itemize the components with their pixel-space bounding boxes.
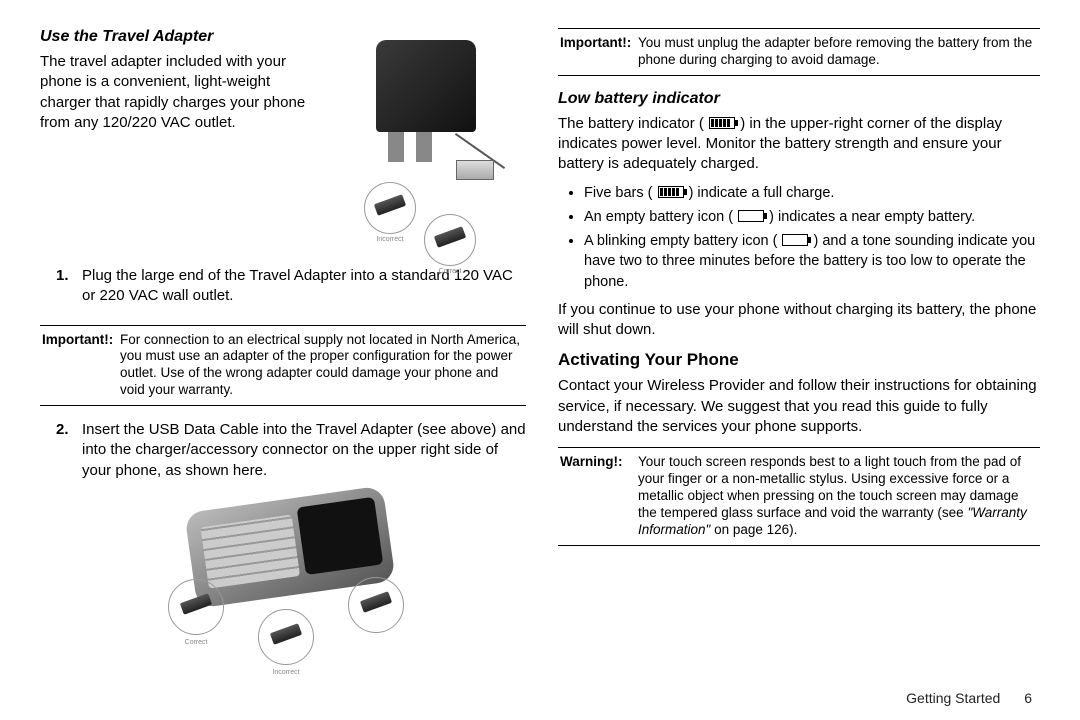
phone-keyboard-icon xyxy=(200,514,300,588)
callout-ring-correct: Correct xyxy=(424,214,476,266)
callout-label: Incorrect xyxy=(365,236,415,243)
manual-page: Use the Travel Adapter Incorrect Correct… xyxy=(40,28,1040,668)
callout-ring-correct: Correct xyxy=(168,579,224,635)
usb-plug-icon xyxy=(456,160,494,180)
text-fragment: The battery indicator ( xyxy=(558,115,704,132)
step-2: 2. Insert the USB Data Cable into the Tr… xyxy=(56,420,526,481)
note-label: Important!: xyxy=(42,332,120,400)
important-note: Important!: For connection to an electri… xyxy=(40,325,526,407)
step-text: Insert the USB Data Cable into the Trave… xyxy=(82,420,526,481)
left-column: Use the Travel Adapter Incorrect Correct… xyxy=(40,28,526,668)
text-fragment: on page 126). xyxy=(710,522,797,537)
low-battery-paragraph-2: If you continue to use your phone withou… xyxy=(558,300,1040,341)
connector-icon xyxy=(374,194,406,216)
battery-full-icon xyxy=(658,186,684,198)
battery-full-icon xyxy=(709,117,735,129)
step-number: 1. xyxy=(56,266,82,307)
adapter-body-icon xyxy=(376,40,476,132)
page-number: 6 xyxy=(1024,690,1032,706)
page-footer: Getting Started 6 xyxy=(906,690,1032,706)
callout-ring-incorrect: Incorrect xyxy=(258,609,314,665)
battery-empty-icon xyxy=(782,234,808,246)
list-item: A blinking empty battery icon ( ) and a … xyxy=(584,231,1040,292)
text-fragment: Your touch screen responds best to a lig… xyxy=(638,454,1021,520)
callout-ring-incorrect: Incorrect xyxy=(364,182,416,234)
callout-label: Correct xyxy=(169,639,223,646)
warning-note: Warning!: Your touch screen responds bes… xyxy=(558,447,1040,545)
intro-block: Incorrect Correct The travel adapter inc… xyxy=(40,52,526,307)
right-column: Important!: You must unplug the adapter … xyxy=(558,28,1040,668)
heading-low-battery: Low battery indicator xyxy=(558,90,1040,108)
list-item: Five bars ( ) indicate a full charge. xyxy=(584,183,1040,203)
note-label: Warning!: xyxy=(560,454,638,538)
important-note: Important!: You must unplug the adapter … xyxy=(558,28,1040,76)
callout-ring xyxy=(348,577,404,633)
note-text: For connection to an electrical supply n… xyxy=(120,332,524,400)
note-label: Important!: xyxy=(560,35,638,69)
battery-empty-icon xyxy=(738,210,764,222)
text-fragment: ) indicates a near empty battery. xyxy=(769,209,975,225)
battery-bullet-list: Five bars ( ) indicate a full charge. An… xyxy=(568,183,1040,292)
callout-label: Correct xyxy=(425,268,475,275)
phone-screen-icon xyxy=(297,497,384,575)
callout-label: Incorrect xyxy=(259,669,313,676)
travel-adapter-figure: Incorrect Correct xyxy=(336,32,526,262)
step-number: 2. xyxy=(56,420,82,481)
note-text: Your touch screen responds best to a lig… xyxy=(638,454,1038,538)
text-fragment: Five bars ( xyxy=(584,185,653,201)
list-item: An empty battery icon ( ) indicates a ne… xyxy=(584,207,1040,227)
note-text: You must unplug the adapter before remov… xyxy=(638,35,1038,69)
activating-paragraph: Contact your Wireless Provider and follo… xyxy=(558,376,1040,437)
footer-section: Getting Started xyxy=(906,690,1000,706)
connector-icon xyxy=(360,591,392,613)
connector-icon xyxy=(180,593,212,615)
adapter-prongs-icon xyxy=(388,132,404,162)
connector-icon xyxy=(434,226,466,248)
phone-connector-figure: Correct Incorrect xyxy=(150,489,440,669)
low-battery-paragraph: The battery indicator ( ) in the upper-r… xyxy=(558,114,1040,175)
text-fragment: ) indicate a full charge. xyxy=(689,185,835,201)
text-fragment: A blinking empty battery icon ( xyxy=(584,233,777,249)
intro-text: The travel adapter included with your ph… xyxy=(40,52,310,133)
heading-activating: Activating Your Phone xyxy=(558,350,1040,370)
connector-icon xyxy=(270,623,302,645)
text-fragment: An empty battery icon ( xyxy=(584,209,733,225)
